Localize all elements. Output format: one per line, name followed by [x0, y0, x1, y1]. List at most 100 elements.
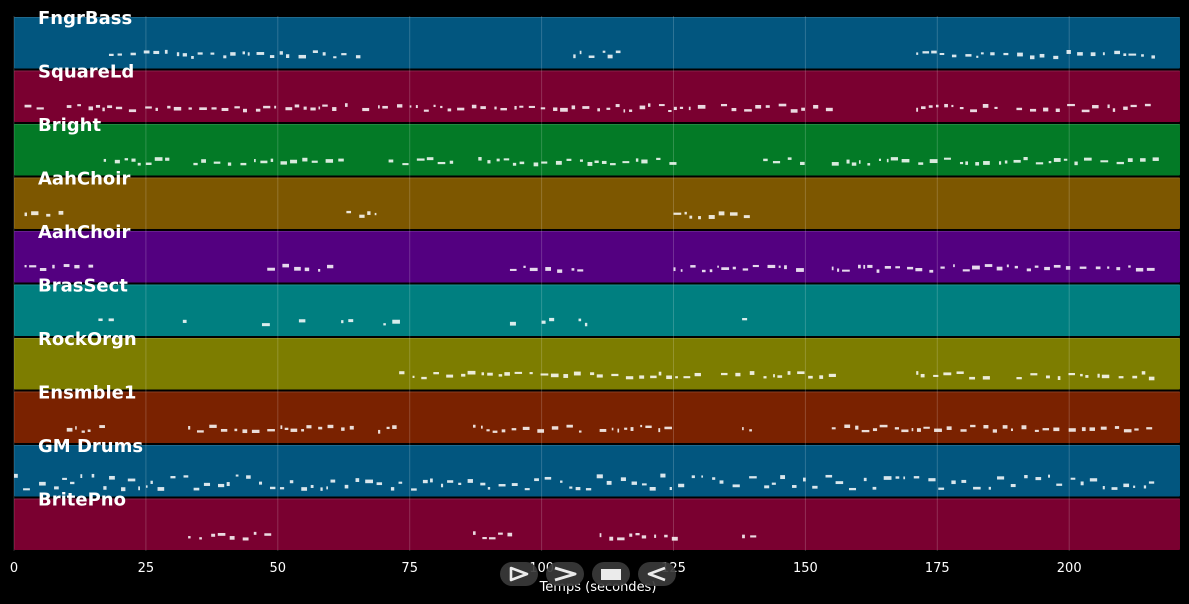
- note-mark: [1070, 477, 1076, 480]
- note-mark: [777, 375, 783, 378]
- note-mark: [330, 479, 336, 483]
- note-mark: [675, 376, 678, 379]
- note-mark: [440, 483, 444, 488]
- note-mark: [639, 375, 645, 379]
- note-mark: [1111, 487, 1118, 490]
- note-mark: [318, 106, 321, 110]
- note-mark: [787, 157, 792, 160]
- note-mark: [138, 486, 140, 491]
- note-mark: [953, 264, 955, 268]
- note-mark: [732, 484, 740, 488]
- note-mark: [664, 534, 668, 538]
- note-mark: [851, 162, 857, 166]
- note-mark: [341, 427, 345, 431]
- note-mark: [970, 424, 976, 428]
- play-forward-icon: [509, 566, 529, 582]
- note-mark: [421, 376, 427, 380]
- note-mark: [1042, 428, 1050, 431]
- note-mark: [209, 424, 217, 428]
- note-mark: [551, 426, 559, 430]
- note-mark: [1035, 477, 1042, 481]
- note-mark: [211, 533, 216, 537]
- track-band-highlight: [14, 17, 1180, 18]
- note-mark: [617, 537, 625, 541]
- note-mark: [972, 265, 980, 270]
- note-mark: [861, 429, 870, 433]
- note-mark: [1029, 55, 1035, 60]
- note-mark: [901, 429, 909, 433]
- note-mark: [327, 264, 334, 269]
- note-mark: [242, 429, 248, 434]
- note-mark: [601, 160, 607, 164]
- note-mark: [298, 54, 307, 59]
- note-mark: [624, 427, 628, 430]
- note-mark: [1095, 266, 1101, 270]
- note-mark: [310, 484, 314, 488]
- note-mark: [825, 474, 833, 478]
- note-mark: [617, 428, 620, 433]
- note-mark: [742, 427, 744, 431]
- note-mark: [164, 49, 168, 54]
- note-mark: [683, 376, 691, 379]
- note-mark: [284, 427, 289, 430]
- note-mark: [511, 483, 518, 487]
- note-mark: [656, 157, 661, 161]
- note-mark: [487, 487, 491, 490]
- note-mark: [188, 107, 192, 110]
- note-mark: [322, 52, 326, 56]
- note-mark: [803, 477, 806, 482]
- track-name: FngrBass: [38, 8, 132, 29]
- note-mark: [982, 376, 990, 380]
- note-mark: [446, 374, 454, 378]
- note-mark: [965, 54, 972, 57]
- note-mark: [1017, 52, 1023, 57]
- note-mark: [884, 266, 891, 269]
- note-mark: [1055, 108, 1060, 112]
- note-mark: [894, 427, 899, 430]
- note-mark: [199, 537, 202, 540]
- note-mark: [289, 480, 294, 484]
- note-mark: [648, 103, 651, 107]
- note-mark: [611, 427, 614, 431]
- note-mark: [895, 476, 900, 479]
- note-mark: [211, 107, 217, 110]
- note-mark: [540, 107, 546, 110]
- note-mark: [1004, 160, 1008, 164]
- note-mark: [763, 376, 767, 379]
- note-mark: [254, 159, 256, 163]
- note-mark: [641, 483, 647, 486]
- note-mark: [844, 424, 851, 428]
- track-band: [14, 391, 1180, 443]
- rewind-button[interactable]: [638, 562, 676, 586]
- note-mark: [691, 475, 695, 479]
- note-mark: [124, 158, 129, 161]
- play-forward-button[interactable]: [500, 562, 538, 586]
- fast-forward-button[interactable]: [546, 562, 584, 586]
- note-mark: [457, 107, 465, 111]
- note-mark: [108, 318, 114, 322]
- track-band-highlight: [14, 391, 1180, 393]
- note-mark: [383, 323, 386, 326]
- note-mark: [533, 162, 539, 167]
- note-mark: [423, 109, 429, 112]
- stop-button[interactable]: [592, 562, 630, 586]
- note-mark: [717, 265, 719, 268]
- note-mark: [980, 52, 984, 55]
- note-mark: [280, 425, 283, 430]
- note-mark: [524, 488, 530, 491]
- note-mark: [426, 157, 434, 161]
- note-mark: [234, 428, 238, 432]
- note-mark: [921, 106, 926, 110]
- note-mark: [58, 210, 64, 215]
- note-mark: [256, 52, 265, 55]
- note-mark: [787, 371, 791, 375]
- note-mark: [660, 473, 666, 478]
- note-mark: [66, 427, 73, 432]
- note-mark: [951, 480, 956, 485]
- note-mark: [1102, 52, 1105, 56]
- note-mark: [596, 474, 603, 479]
- note-mark: [903, 476, 906, 480]
- note-mark: [960, 429, 967, 432]
- note-mark: [553, 107, 558, 111]
- note-mark: [890, 157, 898, 161]
